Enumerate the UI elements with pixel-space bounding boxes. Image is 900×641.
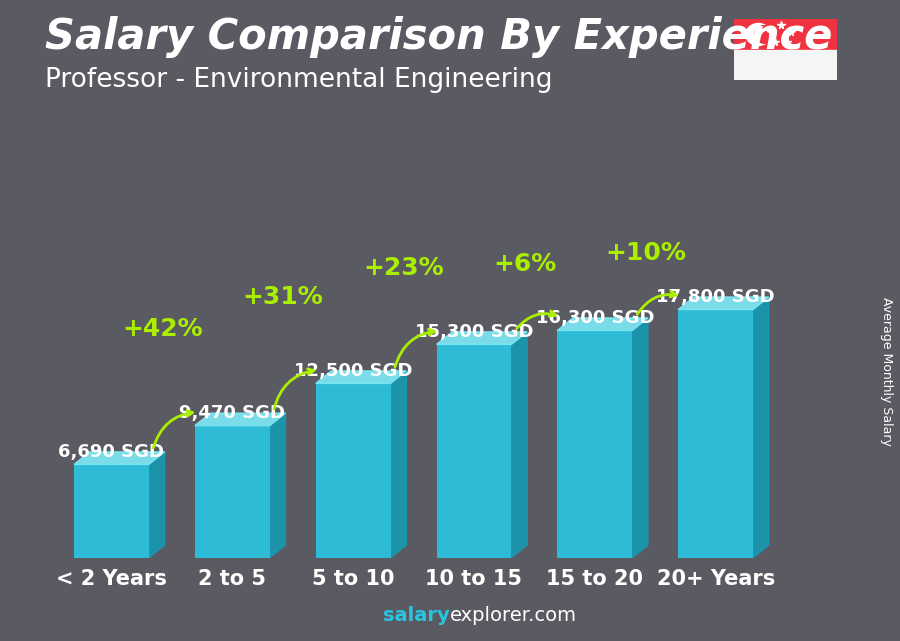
Text: 16,300 SGD: 16,300 SGD (536, 309, 654, 327)
Text: +10%: +10% (605, 241, 686, 265)
Text: salary: salary (383, 606, 450, 625)
Bar (734, 50, 837, 80)
Polygon shape (679, 297, 769, 310)
Polygon shape (148, 452, 165, 558)
Text: +31%: +31% (243, 285, 323, 309)
Circle shape (746, 24, 770, 46)
Polygon shape (391, 371, 406, 558)
Text: 9,470 SGD: 9,470 SGD (179, 404, 285, 422)
Bar (194, 426, 270, 558)
Polygon shape (74, 452, 165, 465)
Polygon shape (194, 413, 285, 426)
Text: +42%: +42% (122, 317, 202, 341)
Text: 17,800 SGD: 17,800 SGD (656, 288, 775, 306)
Text: +23%: +23% (364, 256, 445, 280)
Bar (74, 465, 148, 558)
Polygon shape (632, 318, 648, 558)
Polygon shape (316, 371, 406, 383)
Polygon shape (270, 413, 285, 558)
Text: 15,300 SGD: 15,300 SGD (415, 322, 533, 340)
Text: 12,500 SGD: 12,500 SGD (294, 362, 412, 379)
Bar (734, 19, 837, 50)
Text: 6,690 SGD: 6,690 SGD (58, 443, 165, 461)
Text: explorer.com: explorer.com (450, 606, 577, 625)
Text: Salary Comparison By Experience: Salary Comparison By Experience (45, 16, 832, 58)
Bar (316, 383, 391, 558)
Bar (436, 344, 511, 558)
Bar (679, 310, 753, 558)
Polygon shape (436, 332, 527, 344)
Polygon shape (511, 332, 527, 558)
Bar (557, 331, 632, 558)
Polygon shape (557, 318, 648, 331)
Text: +6%: +6% (493, 252, 556, 276)
Text: Average Monthly Salary: Average Monthly Salary (880, 297, 893, 446)
Polygon shape (753, 297, 769, 558)
Circle shape (754, 26, 775, 44)
Text: Professor - Environmental Engineering: Professor - Environmental Engineering (45, 67, 553, 94)
